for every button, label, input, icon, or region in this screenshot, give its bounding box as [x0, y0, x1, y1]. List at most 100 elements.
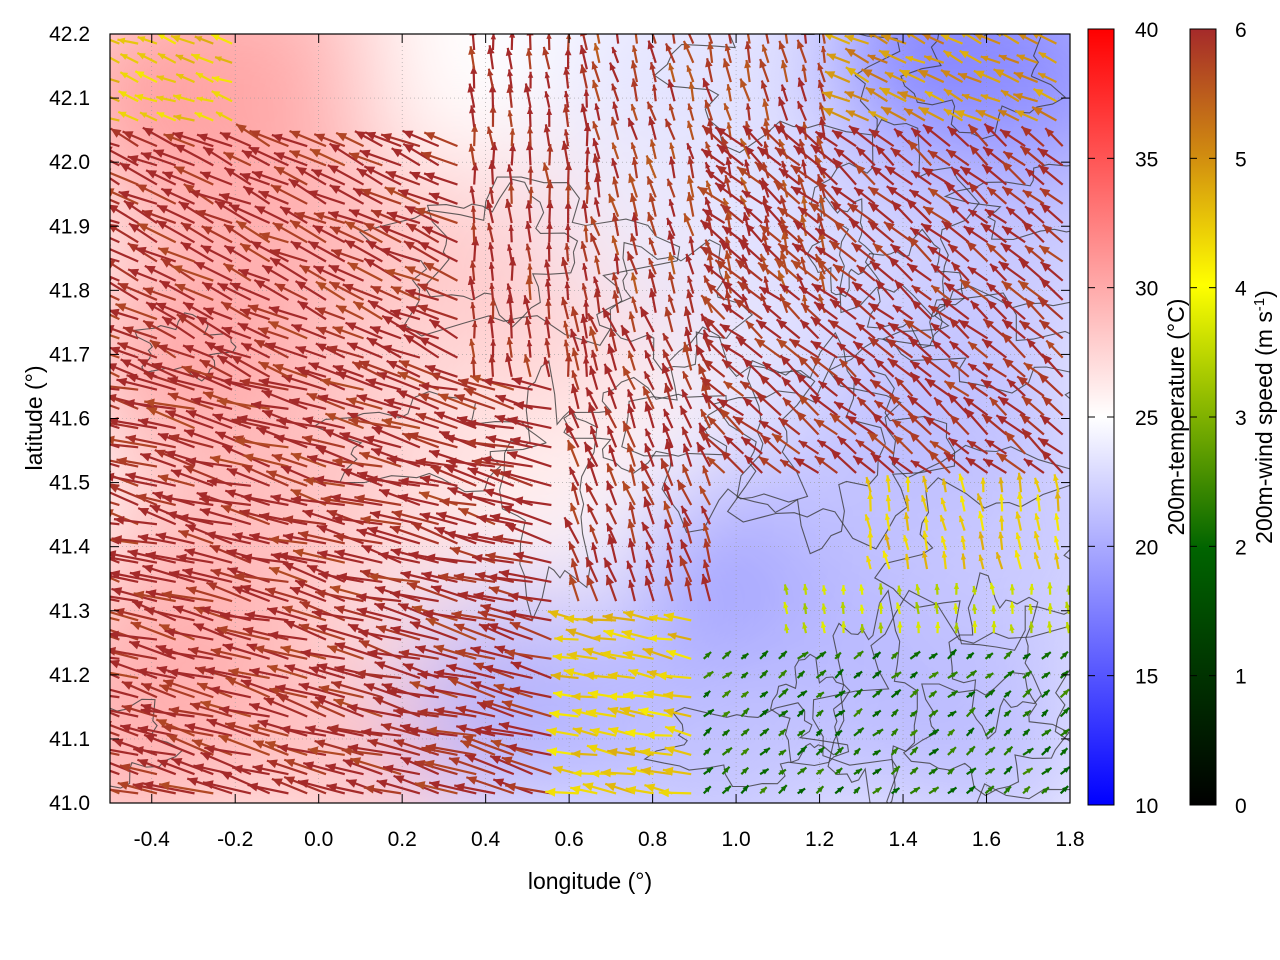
wind-arrow-head: [630, 104, 637, 111]
wind-arrow-head: [217, 355, 229, 365]
wind-arrow-head: [817, 79, 825, 89]
wind-arrow: [142, 126, 177, 148]
wind-arrow-head: [1023, 362, 1034, 371]
wind-arrow: [924, 377, 951, 397]
wind-arrow-head: [700, 220, 712, 231]
wind-arrow-head: [127, 243, 139, 253]
wind-arrow: [722, 58, 732, 83]
wind-arrow-head: [336, 305, 347, 314]
wind-arrow: [668, 62, 676, 83]
wind-arrow-head: [704, 264, 714, 274]
wind-arrow: [681, 370, 693, 391]
wind-arrow: [110, 117, 120, 122]
wind-arrow-head: [522, 295, 531, 305]
wind-arrow-head: [761, 232, 769, 242]
wind-arrow-head: [329, 281, 341, 291]
wind-arrow: [930, 263, 951, 282]
wind-arrow-head: [648, 288, 657, 298]
wind-arrow-head: [467, 83, 476, 93]
wind-arrow: [943, 451, 970, 474]
wind-arrow-head: [447, 487, 459, 496]
wind-arrow: [110, 610, 139, 622]
wind-arrow-head: [834, 148, 845, 158]
wind-arrow: [682, 517, 693, 544]
wind-arrow: [264, 587, 308, 603]
wind-arrow-shaft: [110, 576, 120, 583]
wind-arrow: [471, 124, 479, 147]
wind-arrow: [327, 164, 365, 186]
wind-arrow-head: [217, 625, 228, 635]
wind-arrow: [505, 609, 552, 622]
wind-arrow-head: [897, 91, 909, 100]
wind-arrow-head: [384, 398, 395, 407]
wind-arrow-head: [471, 320, 478, 328]
wind-arrow: [593, 288, 602, 313]
wind-arrow-head: [366, 240, 377, 250]
wind-arrow: [457, 507, 496, 526]
wind-arrow: [143, 733, 195, 756]
wind-arrow-head: [509, 143, 517, 152]
wind-arrow-head: [881, 106, 892, 116]
wind-arrow-head: [509, 622, 521, 631]
wind-arrow: [723, 435, 745, 455]
wind-arrow-shaft: [110, 247, 139, 263]
wind-arrow: [386, 211, 421, 225]
wind-arrow: [855, 146, 876, 167]
wind-arrow-head: [733, 298, 745, 309]
wind-arrow: [110, 56, 120, 64]
wind-arrow: [354, 494, 402, 507]
wind-arrow-head: [853, 341, 864, 351]
wind-arrow-head: [152, 491, 164, 500]
wind-arrow-head: [369, 326, 381, 335]
wind-arrow-head: [848, 125, 860, 136]
wind-arrow: [177, 513, 233, 526]
wind-arrow: [158, 781, 214, 795]
wind-arrow: [391, 147, 421, 167]
wind-arrow: [111, 587, 158, 603]
wind-arrow: [630, 103, 639, 121]
wind-arrow-head: [494, 645, 506, 654]
wind-arrow-shaft: [110, 334, 120, 340]
wind-arrow: [940, 69, 964, 84]
wind-arrow-head: [944, 452, 955, 463]
wind-arrow: [665, 559, 674, 583]
wind-arrow-head: [682, 464, 690, 474]
wind-arrow-head: [247, 304, 259, 313]
wind-arrow: [965, 240, 989, 263]
wind-arrow-head: [929, 441, 939, 449]
wind-arrow-head: [167, 376, 179, 385]
wind-arrow-shaft: [963, 34, 982, 45]
wind-arrow: [966, 439, 989, 455]
wind-arrow: [284, 664, 327, 680]
wind-arrow: [584, 482, 599, 506]
wind-arrow-shaft: [110, 77, 120, 84]
wind-arrow-head: [982, 339, 993, 349]
wind-arrow-head: [1001, 299, 1013, 310]
wind-arrow: [172, 131, 214, 148]
wind-arrow-head: [483, 488, 495, 498]
wind-arrow: [959, 278, 989, 301]
wind-arrow-head: [755, 161, 766, 172]
wind-arrow: [744, 41, 752, 63]
wind-arrow-head: [627, 350, 635, 359]
wind-arrow: [664, 42, 676, 64]
wind-arrow: [801, 121, 808, 140]
wind-arrow: [989, 263, 1008, 282]
wind-arrow-head: [371, 210, 382, 219]
wind-arrow: [139, 111, 158, 122]
wind-arrow-head: [195, 72, 204, 79]
wind-arrow: [867, 201, 895, 224]
wind-arrow: [110, 198, 120, 205]
wind-arrow: [684, 326, 693, 352]
wind-arrow-head: [640, 460, 650, 472]
wind-arrow: [814, 130, 838, 148]
wind-arrow-head: [379, 247, 391, 257]
wind-arrow-head: [818, 195, 826, 204]
wind-arrow: [594, 103, 601, 121]
wind-arrow-head: [334, 642, 346, 651]
wind-arrow-head: [780, 355, 791, 366]
wind-arrow-head: [967, 440, 977, 449]
wind-arrow: [330, 249, 364, 263]
wind-arrow: [129, 570, 176, 583]
wind-arrow-head: [513, 551, 525, 561]
